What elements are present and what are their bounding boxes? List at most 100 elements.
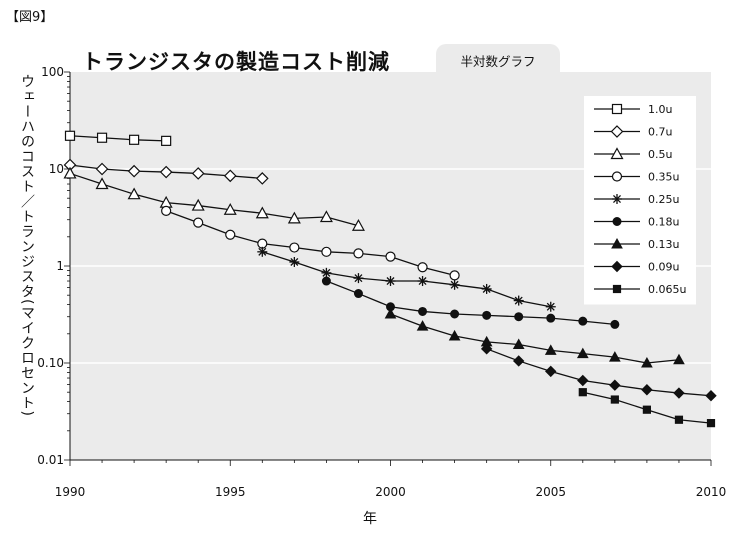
legend-marker: [612, 284, 622, 294]
data-point: [353, 273, 364, 284]
legend-label: 0.7u: [648, 126, 672, 139]
data-point: [417, 262, 428, 273]
series-line: [262, 251, 551, 308]
data-point: [641, 356, 653, 368]
data-point: [225, 229, 236, 240]
legend-item: 1.0u: [594, 103, 672, 116]
y-tick-label: 0.01: [37, 453, 64, 467]
data-point: [321, 246, 332, 257]
legend-box: [584, 96, 696, 305]
legend-label: 0.25u: [648, 193, 679, 206]
data-point: [191, 198, 205, 211]
legend-label: 0.13u: [648, 238, 679, 251]
data-point: [482, 310, 492, 320]
data-point: [418, 306, 428, 316]
series-1.0u: [64, 130, 172, 146]
legend-label: 1.0u: [648, 103, 672, 116]
legend-marker: [612, 217, 622, 226]
x-tick-label: 1995: [215, 485, 246, 499]
data-point: [545, 365, 557, 378]
data-point: [610, 395, 619, 404]
data-point: [255, 206, 269, 219]
y-tick-label: 1: [56, 259, 64, 273]
axes: 0.01 0.10 1 10 100 1990 1995 2000 2005 2010: [37, 65, 726, 499]
data-point: [449, 270, 460, 281]
data-point: [642, 405, 651, 414]
data-point: [353, 289, 363, 299]
data-point: [513, 295, 524, 306]
data-point: [450, 309, 460, 319]
legend-item: 0.09u: [594, 261, 679, 274]
data-point: [223, 169, 237, 183]
legend-marker: [611, 260, 623, 273]
data-point: [385, 251, 396, 262]
y-tick-label: 0.10: [37, 356, 64, 370]
data-point: [641, 384, 653, 396]
data-point: [610, 319, 620, 329]
y-tick-label: 100: [41, 65, 64, 79]
legend-label: 0.18u: [648, 216, 679, 229]
chart-subtitle: 半対数グラフ: [460, 54, 536, 69]
legend-item: 0.25u: [594, 193, 679, 206]
series-0.065u: [578, 388, 716, 428]
data-point: [577, 374, 589, 387]
y-tick-label: 10: [49, 162, 64, 176]
data-point: [127, 187, 141, 200]
series-line: [326, 280, 615, 326]
legend-item: 0.7u: [594, 125, 672, 139]
data-point: [514, 312, 524, 322]
data-point: [512, 355, 525, 367]
series-layer: [63, 130, 717, 428]
data-point: [321, 276, 331, 286]
data-point: [95, 162, 109, 176]
data-point: [448, 329, 461, 341]
data-point: [416, 320, 429, 331]
data-point: [319, 210, 333, 223]
legend-item: 0.35u: [594, 171, 679, 184]
data-point: [161, 205, 172, 216]
data-point: [287, 211, 301, 224]
legend-marker: [612, 194, 622, 204]
data-point: [417, 276, 428, 287]
legend-marker: [610, 125, 624, 138]
series-0.35u: [161, 205, 460, 281]
data-point: [578, 316, 588, 326]
legend-item: 0.5u: [594, 147, 672, 161]
data-point: [706, 419, 716, 428]
data-point: [609, 351, 621, 362]
legend-marker: [611, 237, 623, 249]
data-point: [95, 177, 109, 190]
legend-marker: [611, 171, 623, 182]
legend-marker: [610, 147, 624, 160]
x-tick-label: 2000: [375, 485, 406, 499]
x-tick-label: 1990: [55, 485, 86, 499]
legend-item: 0.18u: [594, 216, 679, 229]
scale-note-tab: [436, 44, 560, 76]
data-point: [351, 219, 365, 231]
data-point: [129, 134, 140, 145]
legend-marker: [611, 103, 623, 115]
series-0.5u: [63, 166, 365, 231]
legend-item: 0.13u: [594, 237, 679, 251]
series-line: [69, 135, 167, 142]
legend: 1.0u 0.7u 0.5u 0.35u 0.25u 0.18u 0.13u 0.09u 0.0…: [584, 96, 696, 305]
data-point: [257, 238, 268, 249]
data-point: [96, 132, 108, 143]
x-tick-label: 2005: [535, 485, 566, 499]
x-axis-label: 年: [363, 511, 377, 527]
series-line: [165, 210, 455, 277]
legend-label: 0.065u: [648, 283, 686, 296]
data-point: [481, 283, 492, 294]
data-point: [193, 217, 204, 228]
data-point: [384, 307, 397, 319]
series-0.18u: [321, 276, 620, 329]
series-0.7u: [63, 158, 269, 185]
data-point: [512, 338, 525, 350]
data-point: [545, 301, 556, 312]
data-point: [673, 387, 685, 399]
data-point: [63, 166, 77, 179]
data-point: [159, 165, 173, 179]
legend-label: 0.5u: [648, 148, 672, 161]
series-0.25u: [257, 246, 556, 312]
